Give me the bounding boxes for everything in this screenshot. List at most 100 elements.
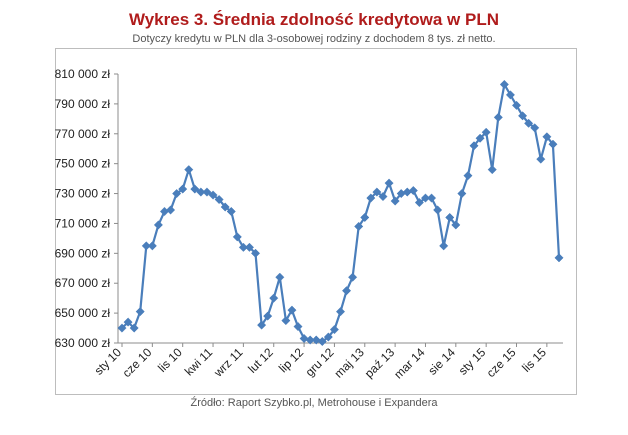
data-point <box>166 205 176 215</box>
data-point <box>542 132 552 142</box>
data-point <box>208 190 218 200</box>
data-point <box>244 242 255 252</box>
x-tick-label: lis 10 <box>155 345 185 375</box>
x-tick-label: mar 14 <box>391 345 428 382</box>
data-point <box>232 232 242 242</box>
data-point <box>414 197 424 208</box>
data-point <box>226 206 236 217</box>
data-point <box>499 79 509 90</box>
data-point <box>518 111 528 121</box>
x-tick-label: sie 14 <box>425 345 458 378</box>
y-tick-label: 650 000 zł <box>55 306 111 320</box>
data-point <box>378 191 388 202</box>
data-point <box>263 311 273 321</box>
data-point <box>463 171 473 181</box>
data-point <box>420 193 431 203</box>
x-tick-label: paź 13 <box>362 345 398 381</box>
series-line <box>121 83 561 343</box>
data-point <box>190 184 200 194</box>
data-point <box>487 165 497 175</box>
data-point <box>135 307 145 317</box>
data-point <box>220 202 230 212</box>
chart-source: Źródło: Raport Szybko.pl, Metrohouse i E… <box>190 397 438 409</box>
x-tick-label: lip 12 <box>276 345 306 375</box>
data-point <box>511 100 522 110</box>
data-point <box>214 194 224 205</box>
data-point <box>524 118 534 128</box>
x-tick-label: lis 15 <box>519 345 549 375</box>
data-point <box>123 317 133 327</box>
data-point <box>335 307 346 317</box>
data-point <box>439 241 449 251</box>
data-point <box>457 189 467 199</box>
chart-title: Wykres 3. Średnia zdolność kredytowa w P… <box>128 10 500 29</box>
data-point <box>445 212 455 223</box>
data-point <box>293 322 303 332</box>
data-point <box>554 253 564 263</box>
x-tick-label: sty 15 <box>456 345 489 378</box>
data-point <box>323 332 333 342</box>
y-tick-label: 630 000 zł <box>55 336 111 350</box>
x-tick-label: lut 12 <box>245 345 276 376</box>
data-point <box>548 139 558 149</box>
data-point <box>287 305 297 315</box>
data-point <box>275 272 285 282</box>
data-point <box>402 187 412 197</box>
x-tick-label: cze 10 <box>120 345 155 380</box>
data-point <box>202 187 212 197</box>
y-tick-label: 730 000 zł <box>55 187 111 201</box>
data-point <box>360 212 370 223</box>
data-point <box>530 123 540 133</box>
y-tick-label: 710 000 zł <box>55 216 111 230</box>
data-point <box>238 242 248 252</box>
y-tick-label: 790 000 zł <box>55 97 111 111</box>
data-point <box>390 196 400 206</box>
data-point <box>372 187 382 197</box>
y-tick-label: 770 000 zł <box>55 127 111 141</box>
data-point <box>451 220 461 230</box>
data-point <box>299 333 309 344</box>
y-tick-label: 670 000 zł <box>55 276 111 290</box>
x-tick-label: maj 13 <box>332 345 368 381</box>
data-point <box>305 335 315 345</box>
data-point <box>129 323 139 333</box>
data-point <box>257 320 267 330</box>
x-tick-label: kwi 11 <box>182 345 216 379</box>
data-point <box>481 127 491 137</box>
data-point <box>178 184 188 194</box>
data-point <box>117 323 127 333</box>
data-point <box>493 112 503 122</box>
data-point <box>536 154 546 164</box>
data-point <box>408 186 418 196</box>
x-tick-label: cze 15 <box>484 345 519 380</box>
data-point <box>147 241 157 251</box>
data-point <box>159 206 170 217</box>
data-point <box>317 336 327 347</box>
y-tick-label: 810 000 zł <box>55 67 111 81</box>
data-point <box>281 316 291 326</box>
data-point <box>354 221 364 231</box>
y-tick-label: 690 000 zł <box>55 246 111 260</box>
data-point <box>342 286 352 296</box>
data-point <box>505 90 515 100</box>
data-point <box>172 189 182 199</box>
data-point <box>329 324 339 335</box>
data-point <box>366 193 376 203</box>
chart-frame <box>55 48 577 395</box>
chart-subtitle: Dotyczy kredytu w PLN dla 3-osobowej rod… <box>132 33 496 45</box>
data-point <box>153 220 163 230</box>
data-point <box>196 187 206 197</box>
data-point <box>426 193 437 203</box>
data-point <box>141 241 151 251</box>
data-point <box>184 165 194 175</box>
x-tick-label: wrz 11 <box>211 345 246 380</box>
x-tick-label: gru 12 <box>303 345 337 379</box>
data-point <box>250 248 261 258</box>
data-point <box>469 141 479 151</box>
data-point <box>475 133 485 143</box>
data-point <box>269 293 279 303</box>
data-point <box>348 272 358 282</box>
data-point <box>433 205 443 215</box>
data-point <box>384 178 394 188</box>
